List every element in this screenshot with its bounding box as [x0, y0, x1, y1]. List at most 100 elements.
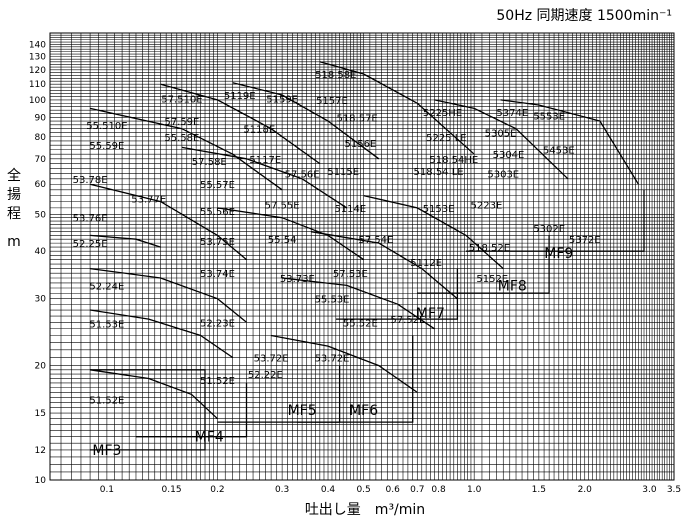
- performance-curve: [90, 369, 218, 420]
- x-tick-label: 3.0: [642, 485, 657, 495]
- model-label: 57.53E: [333, 269, 368, 280]
- model-label: 51.52E: [200, 376, 235, 387]
- x-tick-label: 0.7: [410, 485, 424, 495]
- y-tick-label: 30: [35, 295, 47, 305]
- performance-curve: [90, 309, 234, 359]
- y-tick-label: 15: [35, 409, 46, 419]
- grid: [49, 32, 675, 481]
- x-tick-label: 1.5: [532, 485, 546, 495]
- region-label: MF3: [92, 443, 121, 459]
- performance-curves: [89, 61, 645, 451]
- x-tick-label: 3.5: [667, 485, 681, 495]
- model-label: 53.75E: [200, 237, 235, 248]
- model-label: 5152E: [476, 274, 508, 285]
- x-tick-label: 0.6: [386, 485, 401, 495]
- x-tick-label: 2.0: [578, 485, 593, 495]
- model-label: 5453E: [543, 146, 575, 157]
- model-label: 518.52E: [469, 243, 510, 254]
- performance-curve: [217, 207, 364, 261]
- y-tick-label: 90: [35, 113, 47, 123]
- y-tick-label: 140: [29, 40, 46, 50]
- region-label: MF9: [544, 246, 573, 262]
- model-label: 518.54 LE: [414, 167, 464, 178]
- model-label: 5114E: [334, 204, 366, 215]
- model-label: 55.57E: [200, 180, 235, 191]
- x-tick-label: 0.3: [275, 485, 289, 495]
- y-tick-label: 80: [35, 133, 47, 143]
- y-axis-label-char: m: [7, 234, 21, 250]
- model-label: 53.77E: [131, 195, 166, 206]
- y-tick-label: 10: [35, 476, 47, 486]
- y-tick-label: 20: [35, 362, 47, 372]
- model-label: 57.54E: [358, 235, 393, 246]
- model-label: 5305E: [485, 129, 517, 140]
- model-label: 5119E: [224, 91, 256, 102]
- y-tick-label: 60: [35, 180, 47, 190]
- model-label: 57.510E: [161, 94, 202, 105]
- performance-curve: [90, 369, 206, 451]
- performance-curve: [90, 267, 247, 323]
- x-tick-label: 0.1: [100, 485, 114, 495]
- region-label: MF5: [288, 403, 317, 419]
- performance-curve: [270, 334, 418, 393]
- y-tick-label: 120: [29, 66, 46, 76]
- model-label: 55.58E: [164, 133, 199, 144]
- x-axis-label: 吐出し量 m³/min: [305, 502, 425, 518]
- model-label: 57.52E: [390, 315, 425, 326]
- performance-curve: [181, 146, 348, 209]
- model-label: 55.53E: [314, 295, 349, 306]
- x-tick-label: 0.15: [162, 485, 182, 495]
- model-label: 53.72E: [254, 354, 289, 365]
- model-labels: 51.52E 51.53E 52.24E 52.25E 53.76E 53.77E 53.7…: [73, 70, 601, 406]
- performance-curve: [319, 61, 475, 155]
- model-label: 518.54HE: [429, 155, 478, 166]
- region-label: MF7: [416, 306, 445, 322]
- model-label: 5225HE: [423, 108, 462, 119]
- region-label: MF6: [349, 403, 378, 419]
- region-label: MF8: [498, 278, 527, 294]
- y-tick-label: 110: [29, 80, 46, 90]
- performance-curve: [232, 82, 380, 160]
- model-label: 5374E: [496, 108, 528, 119]
- model-label: 5112E: [410, 258, 442, 269]
- model-label: 5372E: [569, 235, 601, 246]
- performance-curve: [282, 277, 435, 330]
- x-tick-label: 1.0: [467, 485, 482, 495]
- model-label: 55.59E: [89, 141, 124, 152]
- x-tick-label: 0.2: [210, 485, 224, 495]
- performance-curve: [89, 183, 247, 261]
- x-tick-label: 0.5: [356, 485, 370, 495]
- model-label: 518.58E: [315, 70, 356, 81]
- model-label: 5553E: [533, 111, 565, 122]
- y-tick-label: 70: [35, 155, 47, 165]
- model-label: 53.73E: [280, 274, 315, 285]
- performance-curve: [434, 99, 569, 180]
- model-label: 5225 LE: [426, 133, 467, 144]
- model-label: 57.55E: [265, 201, 300, 212]
- performance-curve: [335, 268, 459, 320]
- model-label: 5156E: [344, 139, 376, 150]
- model-label: 5157E: [316, 96, 348, 107]
- model-label: 57.59E: [164, 117, 199, 128]
- x-tick-labels: 0.1 0.15 0.2 0.3 0.4 0.5 0.6 0.7 0.8 1.0 1.5 2.0 3.0…: [100, 485, 681, 495]
- model-label: 5304E: [493, 150, 525, 161]
- model-label: 518.57E: [336, 113, 377, 124]
- performance-curve: [89, 107, 283, 191]
- x-tick-label: 0.8: [431, 485, 446, 495]
- model-label: 52.22E: [248, 370, 283, 381]
- y-axis-label-char: 全: [7, 167, 21, 184]
- model-label: 5159E: [266, 94, 298, 105]
- model-label: 52.25E: [73, 239, 108, 250]
- performance-curve: [500, 99, 639, 185]
- y-tick-label: 12: [35, 446, 46, 456]
- performance-curve: [160, 83, 321, 165]
- model-label: 5115E: [327, 167, 359, 178]
- model-label: 51.52E: [89, 395, 124, 406]
- model-label: 57.58E: [192, 157, 227, 168]
- y-axis-label-char: 程: [7, 206, 21, 222]
- plot-frame: [49, 32, 675, 481]
- model-label: 5303E: [487, 170, 519, 181]
- performance-curve: [297, 335, 414, 423]
